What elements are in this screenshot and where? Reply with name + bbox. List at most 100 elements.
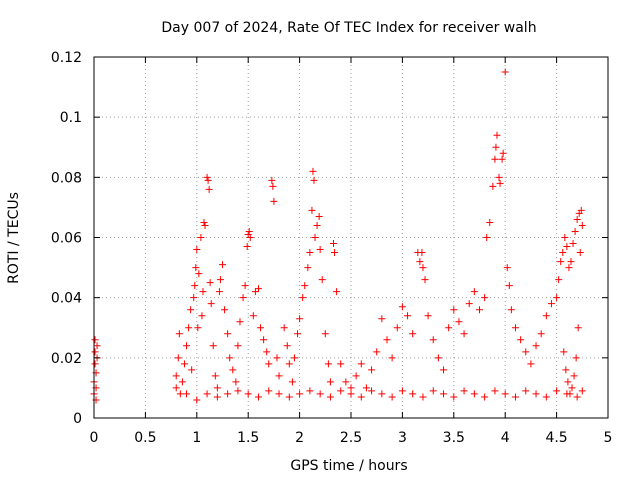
data-point: [175, 330, 183, 338]
data-point: [357, 393, 365, 401]
data-point: [254, 393, 262, 401]
data-point: [185, 324, 193, 332]
data-point: [211, 372, 219, 380]
data-point: [219, 261, 226, 269]
data-point: [542, 312, 550, 320]
data-point: [273, 354, 281, 362]
data-point: [393, 324, 401, 332]
chart-title: Day 007 of 2024, Rate Of TEC Index for r…: [161, 20, 536, 36]
data-point: [388, 393, 396, 401]
data-point: [357, 360, 365, 368]
data-point: [216, 276, 224, 284]
data-point: [178, 378, 186, 386]
data-point: [470, 288, 478, 296]
data-point: [333, 288, 341, 296]
data-point: [511, 393, 519, 401]
data-point: [326, 378, 334, 386]
data-point: [445, 324, 453, 332]
data-point: [206, 279, 214, 287]
data-point: [476, 306, 483, 314]
data-point: [501, 390, 509, 398]
data-point: [489, 182, 497, 190]
data-point: [434, 354, 442, 362]
data-point: [221, 306, 229, 314]
data-point: [440, 366, 448, 374]
data-point: [209, 342, 217, 350]
data-point: [378, 390, 386, 398]
data-point: [183, 342, 191, 350]
data-point: [578, 387, 586, 395]
data-point: [251, 288, 259, 296]
data-point: [193, 246, 201, 254]
data-point: [288, 378, 296, 386]
data-points: [90, 68, 586, 404]
data-point: [563, 390, 571, 398]
data-point: [187, 306, 195, 314]
data-point: [201, 221, 209, 229]
data-point: [342, 378, 350, 386]
data-point: [404, 312, 412, 320]
data-point: [324, 360, 332, 368]
data-point: [265, 387, 273, 395]
data-point: [398, 303, 406, 311]
data-point: [198, 312, 206, 320]
data-point: [254, 285, 262, 293]
data-point: [409, 390, 417, 398]
data-point: [213, 384, 221, 392]
data-point: [224, 330, 232, 338]
data-point: [290, 354, 298, 362]
data-point: [311, 234, 319, 241]
data-point: [257, 324, 265, 332]
data-point: [243, 243, 251, 251]
x-tick-label: 2: [295, 430, 304, 446]
data-point: [174, 354, 182, 362]
data-point: [301, 282, 309, 290]
x-tick-label: 1.5: [237, 430, 259, 446]
data-point: [557, 258, 565, 266]
data-point: [522, 387, 530, 395]
data-point: [91, 348, 99, 356]
data-point: [91, 336, 99, 344]
data-point: [517, 336, 525, 344]
data-point: [265, 360, 273, 368]
data-point: [172, 372, 180, 380]
data-point: [481, 294, 489, 302]
data-point: [205, 185, 213, 193]
data-point: [429, 387, 437, 395]
data-point: [576, 249, 584, 257]
data-point: [501, 68, 509, 76]
data-point: [304, 264, 312, 272]
data-point: [418, 249, 426, 257]
data-point: [455, 318, 463, 326]
data-point: [176, 390, 184, 398]
data-point: [574, 324, 582, 332]
data-point: [241, 282, 249, 290]
data-point: [229, 366, 237, 374]
data-point: [268, 176, 276, 184]
y-tick-label: 0.04: [51, 291, 82, 307]
data-point: [213, 393, 221, 401]
data-point: [507, 306, 515, 314]
y-tick-label: 0.1: [60, 110, 82, 126]
data-point: [285, 360, 293, 368]
data-point: [183, 390, 191, 398]
data-point: [315, 212, 323, 220]
data-point: [207, 300, 215, 308]
data-point: [483, 234, 491, 241]
data-point: [398, 387, 406, 395]
data-point: [275, 390, 283, 398]
data-point: [192, 264, 200, 272]
x-tick-label: 4.5: [545, 430, 567, 446]
data-point: [285, 393, 293, 401]
data-point: [309, 167, 317, 175]
data-point: [188, 366, 196, 374]
x-tick-label: 5: [604, 430, 613, 446]
data-point: [450, 306, 458, 314]
data-point: [419, 264, 427, 272]
axis-ticks: [93, 56, 609, 419]
data-point: [419, 393, 427, 401]
data-point: [424, 312, 432, 320]
data-point: [465, 300, 473, 308]
data-point: [310, 176, 318, 184]
